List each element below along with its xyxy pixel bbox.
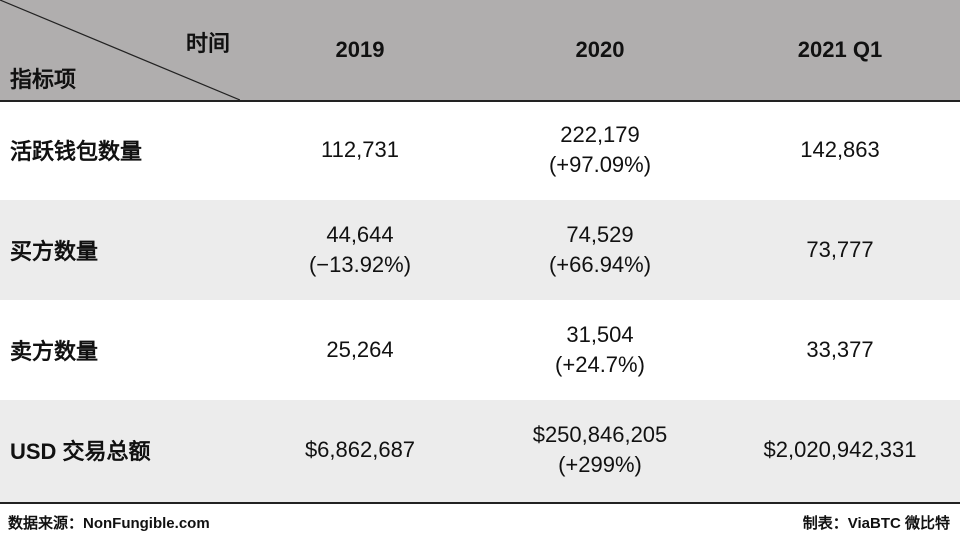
cell-value: 31,504 [566,322,634,347]
bottom-divider [0,502,960,504]
table-credit-note: 制表：ViaBTC 微比特 [802,515,950,532]
column-header-2020: 2020 [575,37,625,62]
row-label-buyers: 买方数量 [10,239,99,264]
cell-value: 25,264 [326,337,394,362]
data-table: 时间 指标项 2019 2020 2021 Q1 活跃钱包数量 112,731 … [0,0,960,502]
cell-change: (+97.09%) [548,152,652,177]
row-label-usd-volume: USD 交易总额 [10,439,151,464]
data-source-note: 数据来源：NonFungible.com [8,515,210,532]
cell-change: (+66.94%) [548,252,652,277]
table-cell: 31,504 (+24.7%) [480,300,720,400]
corner-metric-label: 指标项 [10,67,77,92]
table-row: 买方数量 44,644 (−13.92%) 74,529 (+66.94%) 7… [0,200,960,300]
table-cell: 222,179 (+97.09%) [480,100,720,200]
cell-value: $6,862,687 [304,437,416,462]
cell-value: 44,644 [326,222,394,247]
table-cell: 74,529 (+66.94%) [480,200,720,300]
cell-change: (+24.7%) [555,352,645,377]
table-cell: 142,863 [720,100,960,200]
table-cell: $250,846,205 (+299%) [480,400,720,500]
cell-value: 74,529 [566,222,634,247]
table-cell: 25,264 [240,300,480,400]
cell-value: 142,863 [800,137,880,162]
column-header-2019: 2019 [335,37,385,62]
row-label-sellers: 卖方数量 [10,339,99,364]
table-cell: 44,644 (−13.92%) [240,200,480,300]
cell-value: $2,020,942,331 [763,437,917,462]
cell-value: 33,377 [806,337,874,362]
table-row: 卖方数量 25,264 31,504 (+24.7%) 33,377 [0,300,960,400]
cell-change: (+299%) [558,452,642,477]
table-cell: $6,862,687 [240,400,480,500]
corner-cell: 时间 指标项 [0,0,240,100]
diagonal-divider [0,0,240,100]
cell-value: 112,731 [321,137,399,162]
table-row: 活跃钱包数量 112,731 222,179 (+97.09%) 142,863 [0,100,960,200]
table-row: USD 交易总额 $6,862,687 $250,846,205 (+299%)… [0,400,960,502]
corner-time-label: 时间 [186,31,231,56]
table-cell: 112,731 [240,100,480,200]
cell-value: 73,777 [806,237,874,262]
table-cell: $2,020,942,331 [720,400,960,500]
cell-value: 222,179 [560,122,640,147]
table-cell: 33,377 [720,300,960,400]
table-header: 时间 指标项 2019 2020 2021 Q1 [0,0,960,102]
column-header-2021-q1: 2021 Q1 [797,37,883,62]
row-label-active-wallets: 活跃钱包数量 [10,139,143,164]
table-cell: 73,777 [720,200,960,300]
cell-value: $250,846,205 [532,422,668,447]
cell-change: (−13.92%) [308,252,412,277]
